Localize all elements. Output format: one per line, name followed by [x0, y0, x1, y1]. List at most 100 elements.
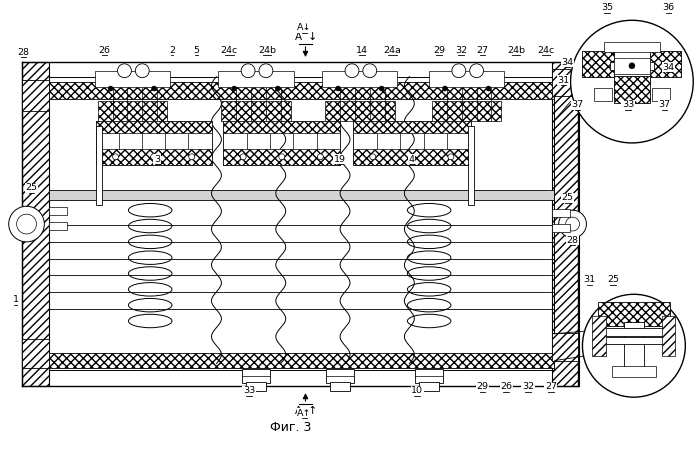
Bar — [22, 79, 49, 111]
Text: 26: 26 — [500, 382, 512, 391]
Bar — [22, 62, 49, 386]
Text: 27: 27 — [545, 382, 557, 391]
Circle shape — [486, 86, 491, 91]
Bar — [353, 121, 470, 165]
Circle shape — [345, 64, 359, 78]
Text: 2: 2 — [169, 46, 175, 55]
Bar — [651, 88, 670, 101]
Circle shape — [370, 154, 376, 160]
Circle shape — [448, 154, 454, 160]
Circle shape — [279, 154, 284, 160]
Bar — [624, 322, 644, 374]
Bar — [415, 370, 443, 383]
Text: A: A — [295, 32, 302, 42]
Bar — [330, 383, 350, 391]
Bar — [96, 126, 102, 205]
Bar — [224, 121, 340, 133]
Text: 31: 31 — [584, 275, 596, 284]
Bar — [594, 88, 612, 101]
Text: 34: 34 — [663, 63, 675, 72]
Circle shape — [108, 86, 113, 91]
Circle shape — [409, 154, 415, 160]
Circle shape — [152, 86, 157, 91]
Text: 19: 19 — [334, 155, 346, 164]
Bar — [49, 207, 67, 215]
Bar — [322, 71, 398, 87]
Circle shape — [189, 154, 195, 160]
Bar — [96, 149, 212, 165]
Bar — [49, 190, 554, 200]
Circle shape — [629, 63, 635, 69]
Bar — [96, 121, 212, 165]
Bar — [325, 101, 394, 121]
Bar — [552, 224, 570, 232]
Text: 33: 33 — [622, 100, 634, 109]
Text: 25: 25 — [607, 275, 619, 284]
Text: 24c: 24c — [221, 46, 238, 55]
Circle shape — [565, 217, 579, 231]
Text: 5: 5 — [194, 46, 200, 55]
Circle shape — [470, 64, 484, 78]
Text: 4: 4 — [408, 155, 415, 164]
Circle shape — [363, 64, 377, 78]
Circle shape — [275, 86, 280, 91]
Text: 1: 1 — [13, 295, 19, 304]
Text: 35: 35 — [601, 3, 613, 13]
Bar — [604, 337, 663, 344]
Circle shape — [17, 214, 36, 234]
Text: 29: 29 — [477, 382, 489, 391]
Bar — [96, 121, 212, 133]
Circle shape — [113, 154, 119, 160]
Text: 3: 3 — [154, 155, 160, 164]
Bar — [468, 126, 474, 205]
Text: 37: 37 — [572, 100, 584, 109]
Circle shape — [582, 294, 685, 397]
Text: 28: 28 — [567, 236, 579, 245]
Bar — [49, 352, 554, 369]
Text: 34: 34 — [561, 58, 574, 67]
Text: 24b: 24b — [258, 46, 276, 55]
Bar — [419, 383, 439, 391]
Text: Фиг. 3: Фиг. 3 — [270, 421, 311, 434]
Text: 32: 32 — [522, 382, 534, 391]
Bar — [552, 69, 577, 97]
Bar — [326, 370, 354, 383]
Text: 26: 26 — [99, 46, 110, 55]
Circle shape — [117, 64, 131, 78]
Text: 37: 37 — [658, 100, 670, 109]
Text: 14: 14 — [356, 46, 368, 55]
Bar — [242, 370, 270, 383]
Bar — [353, 149, 470, 165]
Circle shape — [151, 154, 157, 160]
Circle shape — [570, 20, 693, 143]
Circle shape — [241, 64, 255, 78]
Circle shape — [452, 64, 466, 78]
Bar — [661, 316, 675, 356]
Bar — [598, 302, 670, 326]
Bar — [552, 62, 579, 386]
Bar — [592, 316, 606, 356]
Bar — [614, 76, 650, 103]
Circle shape — [8, 206, 44, 242]
Text: A↑: A↑ — [297, 409, 312, 418]
Bar — [49, 222, 67, 230]
Bar — [222, 101, 291, 121]
Bar — [22, 339, 49, 369]
Circle shape — [259, 64, 273, 78]
Text: 36: 36 — [663, 3, 675, 13]
Circle shape — [442, 86, 447, 91]
Text: 24c: 24c — [538, 46, 554, 55]
Text: 25: 25 — [25, 183, 38, 193]
Text: 24b: 24b — [507, 46, 525, 55]
Bar — [604, 328, 663, 336]
Text: 33: 33 — [243, 386, 255, 395]
Bar — [353, 121, 470, 133]
Bar — [610, 62, 654, 70]
Bar — [552, 209, 570, 217]
Circle shape — [232, 86, 237, 91]
Text: 10: 10 — [411, 386, 424, 395]
Text: ↓: ↓ — [308, 32, 317, 42]
Circle shape — [379, 86, 384, 91]
Text: ↑: ↑ — [308, 406, 317, 416]
Bar — [650, 51, 682, 77]
